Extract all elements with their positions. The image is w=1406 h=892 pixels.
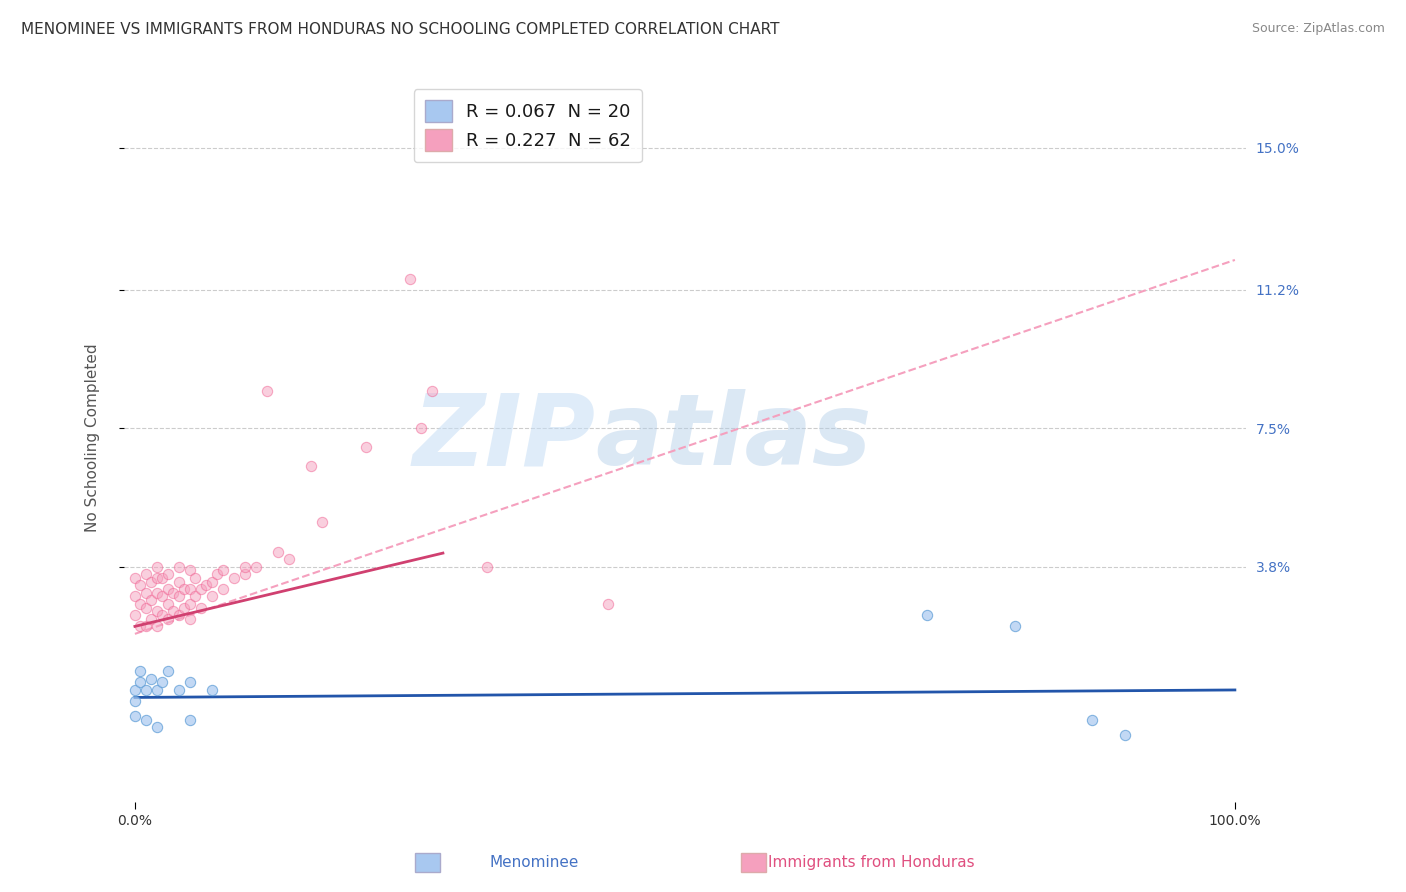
Point [173,600,195,615]
Point [135,619,157,633]
Point [256,384,278,398]
Point [207,567,229,582]
Point [141,612,163,626]
Point [212,582,235,596]
Point [201,682,224,697]
Point [135,600,157,615]
Point [409,421,432,435]
Point [129,619,152,633]
Point [184,571,207,585]
Text: MENOMINEE VS IMMIGRANTS FROM HONDURAS NO SCHOOLING COMPLETED CORRELATION CHART: MENOMINEE VS IMMIGRANTS FROM HONDURAS NO… [21,22,779,37]
Point [129,578,152,592]
Point [179,612,201,626]
Point [201,590,224,604]
Point [152,675,174,690]
Point [233,559,256,574]
Text: Source: ZipAtlas.com: Source: ZipAtlas.com [1251,22,1385,36]
Point [146,604,169,618]
Point [475,559,498,574]
Point [146,586,169,600]
Text: Menominee: Menominee [489,855,579,870]
Point [124,694,146,708]
Point [179,582,201,596]
Point [399,271,422,285]
Point [201,574,224,589]
Point [135,713,157,727]
Point [146,619,169,633]
Point [267,544,290,558]
Point [152,590,174,604]
Point [179,675,201,690]
Point [135,586,157,600]
Point [141,593,163,607]
Point [245,559,267,574]
Point [146,571,169,585]
Point [156,567,179,582]
Point [156,582,179,596]
Point [212,563,235,577]
Point [173,582,195,596]
Point [420,384,443,398]
Point [135,567,157,582]
Point [129,597,152,611]
Point [167,608,190,623]
Point [190,582,212,596]
Point [915,608,938,623]
Point [124,608,146,623]
Legend: R = 0.067  N = 20, R = 0.227  N = 62: R = 0.067 N = 20, R = 0.227 N = 62 [413,89,643,162]
Point [1081,713,1104,727]
Point [179,563,201,577]
Point [167,590,190,604]
Point [195,578,218,592]
Point [1004,619,1026,633]
Point [167,682,190,697]
Point [162,604,184,618]
Point [141,672,163,686]
Point [354,440,377,454]
Point [124,709,146,723]
Point [124,571,146,585]
Point [1114,728,1136,742]
Point [141,574,163,589]
Point [146,559,169,574]
Point [156,597,179,611]
Point [184,590,207,604]
Point [129,665,152,679]
Text: Immigrants from Honduras: Immigrants from Honduras [769,855,974,870]
Point [179,597,201,611]
Text: atlas: atlas [595,389,872,486]
Point [146,720,169,734]
Point [156,612,179,626]
Y-axis label: No Schooling Completed: No Schooling Completed [86,343,100,532]
Point [124,682,146,697]
Point [135,682,157,697]
Point [233,567,256,582]
Point [152,571,174,585]
Point [222,571,245,585]
Point [179,713,201,727]
Point [124,590,146,604]
Point [277,552,299,566]
Point [162,586,184,600]
Point [167,574,190,589]
Text: ZIP: ZIP [412,389,595,486]
Point [156,665,179,679]
Point [190,600,212,615]
Point [129,675,152,690]
Point [152,608,174,623]
Point [596,597,619,611]
Point [146,682,169,697]
Point [311,515,333,529]
Point [299,458,322,473]
Point [167,559,190,574]
